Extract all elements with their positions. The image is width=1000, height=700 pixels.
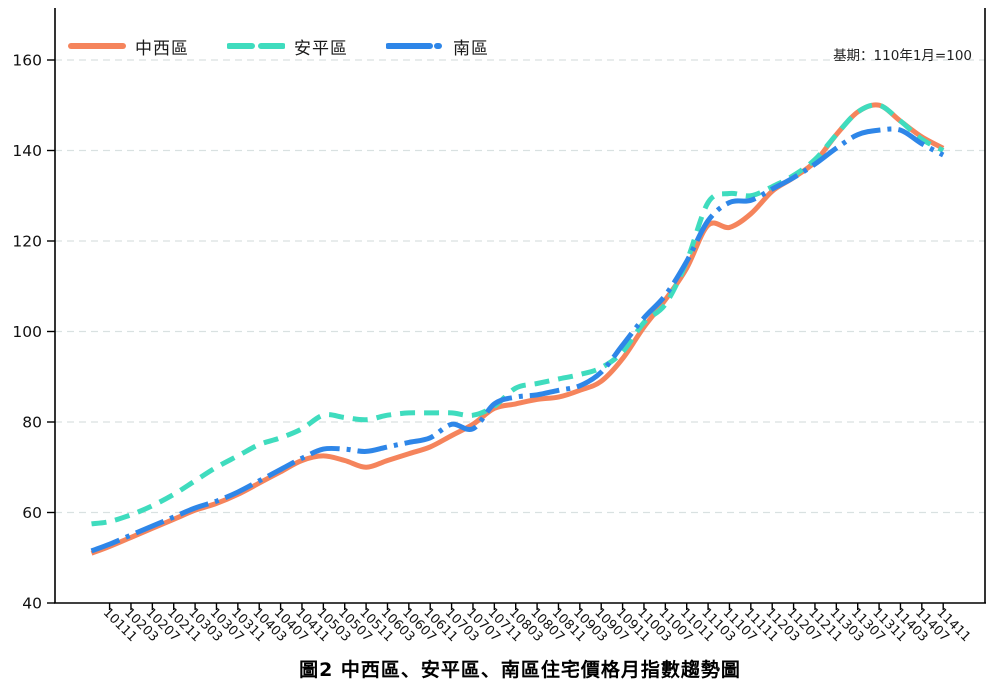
y-tick-label: 40 [22, 594, 42, 612]
legend-swatch-dashed-icon [227, 43, 285, 49]
series-line-1 [91, 102, 945, 527]
y-tick-label: 120 [12, 232, 42, 250]
chart-title: 圖2 中西區、安平區、南區住宅價格月指數趨勢圖 [299, 659, 741, 681]
y-tick-label: 160 [12, 51, 42, 69]
legend-item-south: 南區 [386, 34, 489, 59]
chart-legend: 中西區 安平區 南區 [68, 33, 527, 59]
legend-swatch-dashdot-icon [386, 43, 444, 49]
y-tick-label: 60 [22, 504, 42, 522]
y-tick-label: 100 [12, 323, 42, 341]
y-tick-label: 80 [22, 413, 42, 431]
base-period-note: 基期：110年1月=100 [833, 48, 972, 64]
y-tick-label: 140 [12, 142, 42, 160]
series-line-0 [90, 102, 945, 556]
legend-label-south: 南區 [453, 38, 489, 59]
legend-item-anping: 安平區 [227, 34, 348, 59]
legend-item-west-central: 中西區 [68, 34, 189, 59]
legend-label-anping: 安平區 [294, 38, 348, 59]
legend-label-west-central: 中西區 [135, 38, 189, 59]
series-line-2 [90, 126, 945, 554]
legend-swatch-solid-icon [68, 43, 126, 49]
